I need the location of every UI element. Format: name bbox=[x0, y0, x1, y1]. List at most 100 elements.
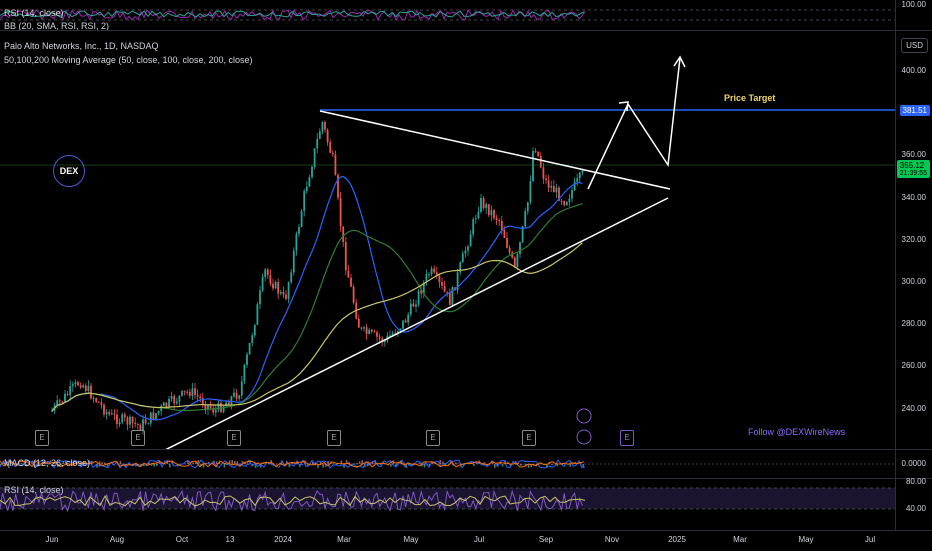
top-rsi-plot bbox=[0, 0, 896, 30]
candle-body bbox=[129, 417, 131, 425]
rsi-tick: 40.00 bbox=[906, 504, 926, 514]
macd-histogram-bar bbox=[551, 464, 553, 465]
top-rsi-pane[interactable]: RSI (14, close) BB (20, SMA, RSI, RSI, 2… bbox=[0, 0, 896, 30]
candle-body bbox=[124, 414, 126, 417]
candle-body bbox=[517, 254, 519, 267]
candle-body bbox=[348, 271, 350, 278]
macd-histogram-bar bbox=[569, 464, 571, 467]
price-tick: 260.00 bbox=[902, 361, 926, 371]
candle-body bbox=[415, 305, 417, 307]
price-tick: 280.00 bbox=[902, 319, 926, 329]
candle-body bbox=[532, 151, 534, 181]
candle-body bbox=[488, 204, 490, 215]
candle-body bbox=[301, 211, 303, 227]
candle-body bbox=[444, 286, 446, 292]
macd-histogram-bar bbox=[494, 464, 496, 468]
candle-body bbox=[316, 139, 318, 148]
earnings-badge[interactable]: E bbox=[522, 430, 536, 446]
candle-body bbox=[322, 122, 324, 131]
alert-icon-2 bbox=[577, 430, 591, 444]
candle-body bbox=[514, 257, 516, 267]
time-axis[interactable]: Jun Aug Oct 13 2024 Mar May Jul Sep Nov … bbox=[0, 530, 932, 551]
price-target-label: Price Target bbox=[724, 93, 775, 103]
candle-body bbox=[75, 382, 77, 384]
candle-body bbox=[561, 201, 563, 202]
candle-body bbox=[181, 391, 183, 396]
candle-body bbox=[363, 327, 365, 328]
candle-body bbox=[358, 319, 360, 328]
candle-body bbox=[319, 131, 321, 138]
candle-body bbox=[93, 398, 95, 399]
candle-body bbox=[137, 424, 139, 425]
candle-body bbox=[244, 365, 246, 381]
earnings-badge[interactable]: E bbox=[131, 430, 145, 446]
price-scale[interactable]: 100.00 USD 400.00 360.00 340.00 320.00 3… bbox=[895, 0, 932, 530]
candle-body bbox=[197, 395, 199, 397]
candle-body bbox=[530, 181, 532, 202]
macd-pane[interactable]: MACD (12, 26, close) bbox=[0, 450, 896, 478]
earnings-badge-future[interactable]: E bbox=[620, 430, 634, 446]
candle-body bbox=[267, 269, 269, 275]
candle-body bbox=[303, 191, 305, 211]
rsi-plot bbox=[0, 479, 896, 530]
dex-logo: DEX bbox=[53, 155, 85, 187]
candle-body bbox=[366, 327, 368, 334]
candle-body bbox=[90, 386, 92, 399]
candle-body bbox=[506, 238, 508, 248]
time-label: Mar bbox=[733, 535, 747, 544]
earnings-badge[interactable]: E bbox=[327, 430, 341, 446]
candle-body bbox=[150, 412, 152, 423]
candle-body bbox=[478, 212, 480, 218]
ma100-line bbox=[52, 204, 582, 411]
rsi-pane[interactable]: RSI (14, close) bbox=[0, 479, 896, 530]
candle-body bbox=[215, 410, 217, 413]
candle-body bbox=[56, 400, 58, 405]
candle-body bbox=[462, 253, 464, 262]
candle-body bbox=[548, 180, 550, 187]
macd-histogram-bar bbox=[322, 464, 324, 468]
follow-text: Follow @DEXWireNews bbox=[748, 427, 845, 437]
candle-body bbox=[472, 219, 474, 234]
candle-body bbox=[470, 234, 472, 246]
candle-body bbox=[493, 210, 495, 218]
symbol-title[interactable]: Palo Alto Networks, Inc., 1D, NASDAQ bbox=[4, 41, 159, 51]
candle-body bbox=[428, 274, 430, 275]
candle-body bbox=[132, 417, 134, 423]
candle-body bbox=[374, 331, 376, 332]
candle-body bbox=[241, 381, 243, 395]
earnings-badge[interactable]: E bbox=[426, 430, 440, 446]
candle-body bbox=[166, 403, 168, 407]
candle-body bbox=[579, 173, 581, 178]
candle-body bbox=[194, 388, 196, 395]
candle-body bbox=[439, 275, 441, 282]
candle-body bbox=[446, 292, 448, 293]
candle-body bbox=[82, 385, 84, 387]
current-price-label: 355.12 21:39:55 bbox=[897, 160, 930, 178]
countdown-value: 21:39:55 bbox=[900, 170, 927, 177]
ma-legend[interactable]: 50,100,200 Moving Average (50, close, 10… bbox=[4, 55, 253, 65]
macd-histogram-bar bbox=[359, 461, 361, 464]
time-label: 13 bbox=[226, 535, 235, 544]
candle-body bbox=[275, 282, 277, 288]
macd-histogram-bar bbox=[104, 463, 106, 464]
candle-body bbox=[361, 328, 363, 329]
macd-histogram-bar bbox=[156, 464, 158, 466]
time-label: Jun bbox=[46, 535, 59, 544]
macd-histogram-bar bbox=[234, 461, 236, 464]
candle-body bbox=[571, 190, 573, 198]
top-rsi-tick: 100.00 bbox=[902, 0, 926, 10]
currency-button[interactable]: USD bbox=[901, 38, 928, 53]
candle-body bbox=[324, 122, 326, 130]
main-chart-pane[interactable]: DEX Price Target Follow @DEXWireNews E E… bbox=[0, 31, 896, 449]
candle-body bbox=[327, 130, 329, 143]
candle-body bbox=[350, 278, 352, 287]
candle-body bbox=[251, 335, 253, 343]
candle-body bbox=[329, 142, 331, 153]
candle-body bbox=[498, 220, 500, 221]
macd-histogram-bar bbox=[101, 462, 103, 464]
candle-body bbox=[345, 242, 347, 271]
earnings-badge[interactable]: E bbox=[35, 430, 49, 446]
earnings-badge[interactable]: E bbox=[227, 430, 241, 446]
candle-body bbox=[163, 403, 165, 406]
candle-body bbox=[410, 304, 412, 315]
